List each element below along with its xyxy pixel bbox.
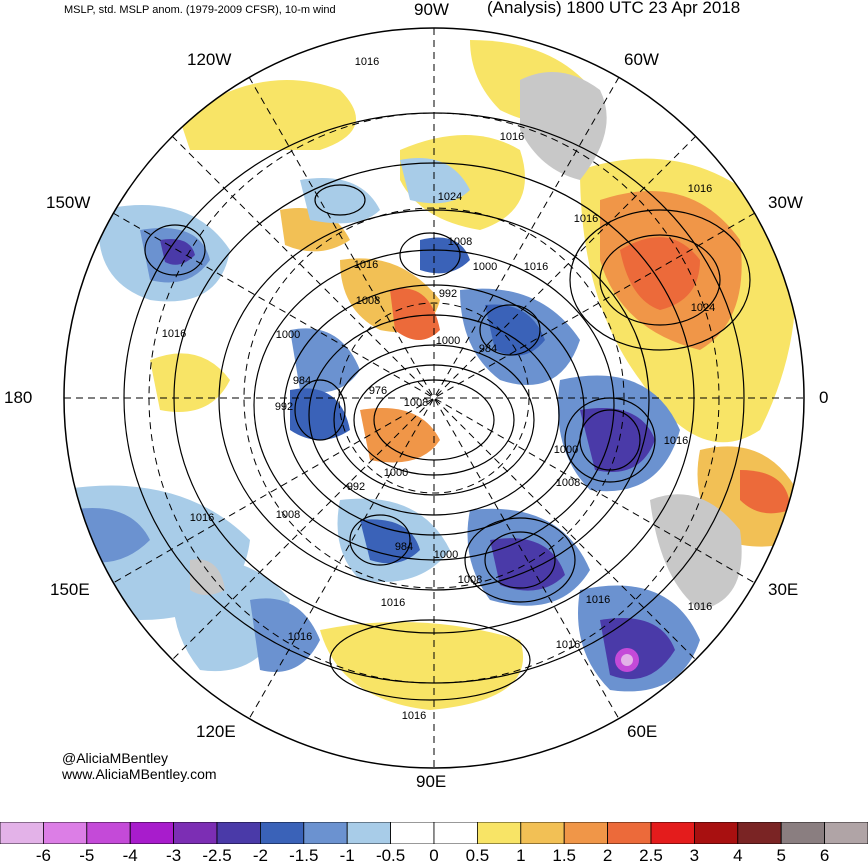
colorbar-swatch: [173, 822, 218, 844]
author-website: www.AliciaMBentley.com: [62, 766, 217, 782]
colorbar-swatch: [43, 822, 88, 844]
colorbar-swatch: [780, 822, 826, 844]
lon-label-180: 180: [4, 388, 33, 407]
isobar-label: 1008: [448, 236, 472, 248]
isobar-label: 1024: [438, 191, 462, 203]
colorbar-swatch: [259, 822, 305, 844]
isobar-label: 1016: [524, 261, 548, 273]
colorbar-swatch: [0, 822, 44, 844]
colorbar-tick-label: 0.5: [465, 846, 490, 865]
isobar-label: 1008: [458, 574, 482, 586]
isobar-label: 1016: [381, 597, 405, 609]
isobar-label: 1016: [402, 710, 426, 722]
isobar-label: 1016: [664, 435, 688, 447]
colorbar-swatch: [433, 822, 478, 844]
isobar-label: 1000: [384, 467, 408, 479]
author-handle: @AliciaMBentley: [62, 750, 169, 766]
isobar-label: 992: [347, 481, 365, 493]
colorbar-swatch: [476, 822, 522, 844]
isobar-label: 1016: [354, 259, 378, 271]
colorbar-tick-label: -2: [252, 846, 268, 865]
colorbar-tick-label: 6: [819, 846, 830, 865]
colorbar-swatch: [216, 822, 261, 844]
isobar-label: 1000: [436, 335, 460, 347]
isobar-label: 1016: [688, 601, 712, 613]
colorbar-swatch: [303, 822, 348, 844]
lon-label-150w: 150W: [46, 193, 91, 212]
colorbar-swatch: [520, 822, 565, 844]
isobar-label: 1016: [162, 328, 186, 340]
isobar-label: 992: [439, 288, 457, 300]
colorbar-tick-label: 1.5: [552, 846, 577, 865]
colorbar-swatch: [86, 822, 131, 844]
lon-label-90w: 90W: [414, 0, 449, 19]
colorbar-tick-label: -2.5: [202, 846, 232, 865]
colorbar-tick-label: -5: [79, 846, 95, 865]
isobar-label: 1000: [276, 329, 300, 341]
isobar-label: 1008: [356, 295, 380, 307]
colorbar-tick-label: -0.5: [375, 846, 406, 865]
lon-label-90e: 90E: [416, 772, 447, 791]
isobar-label: 1000: [473, 261, 497, 273]
polar-stereographic-map: 1016 1024 1008 1000 992 984 976 1016 100…: [63, 27, 805, 769]
isobar-label: 1008: [404, 397, 428, 409]
colorbar-tick-label: 2.5: [639, 846, 663, 865]
colorbar-tick-label: -1: [339, 846, 355, 865]
colorbar-tick-label: -6: [35, 846, 51, 865]
lon-label-60e: 60E: [627, 722, 658, 741]
isobar-label: 1016: [556, 639, 580, 651]
lon-label-150e: 150E: [50, 580, 90, 599]
colorbar-tick-label: 1: [516, 846, 526, 865]
colorbar-tick-label: 5: [776, 846, 786, 865]
valid-time: (Analysis) 1800 UTC 23 Apr 2018: [487, 0, 741, 17]
graticule: [64, 28, 804, 768]
isobar-label: 1016: [688, 183, 712, 195]
isobar-label: 1016: [500, 131, 524, 143]
lon-label-120w: 120W: [187, 50, 232, 69]
isobar-label: 1016: [574, 213, 598, 225]
isobar-label: 984: [293, 375, 311, 387]
colorbar-swatch: [129, 822, 174, 844]
lon-label-30e: 30E: [768, 580, 799, 599]
isobar-label: 976: [369, 385, 387, 397]
colorbar-swatch: [824, 822, 868, 844]
lon-label-60w: 60W: [624, 50, 659, 69]
isobar-label: 1016: [288, 631, 312, 643]
colorbar-swatch: [694, 822, 739, 844]
isobar-label: 1016: [586, 594, 610, 606]
colorbar-swatch: [607, 822, 652, 844]
isobar-label: 1000: [434, 549, 458, 561]
colorbar-swatch: [737, 822, 782, 844]
colorbar-tick-label: 2: [602, 846, 613, 865]
isobar-label: 1000: [554, 444, 578, 456]
isobar-label: 1016: [355, 56, 379, 68]
isobar-label: 1008: [556, 477, 580, 489]
colorbar: [0, 822, 868, 844]
isobar-label: 984: [479, 343, 497, 355]
isobar-labels: 1016 1024 1008 1000 992 984 976 1016 100…: [162, 56, 715, 722]
isobar-label: 1016: [190, 512, 214, 524]
colorbar-swatch: [650, 822, 695, 844]
lon-label-30w: 30W: [768, 193, 803, 212]
colorbar-tick-label: 4: [733, 846, 743, 865]
colorbar-swatch: [563, 822, 609, 844]
lon-label-120e: 120E: [196, 722, 236, 741]
colorbar-swatch: [390, 822, 435, 844]
isobar-label: 1024: [691, 302, 715, 314]
colorbar-tick-label: -1.5: [289, 846, 319, 865]
isobar-label: 992: [275, 401, 293, 413]
colorbar-tick-label: 0: [429, 846, 439, 865]
lon-label-0: 0: [819, 388, 829, 407]
colorbar-tick-label: 3: [689, 846, 700, 865]
map-description: MSLP, std. MSLP anom. (1979-2009 CFSR), …: [64, 4, 336, 16]
colorbar-tick-label: -3: [166, 846, 182, 865]
isobar-label: 1008: [276, 509, 300, 521]
colorbar-swatch: [346, 822, 392, 844]
isobar-label: 984: [395, 541, 413, 553]
map-border: [63, 27, 805, 769]
colorbar-tick-label: -4: [122, 846, 138, 865]
